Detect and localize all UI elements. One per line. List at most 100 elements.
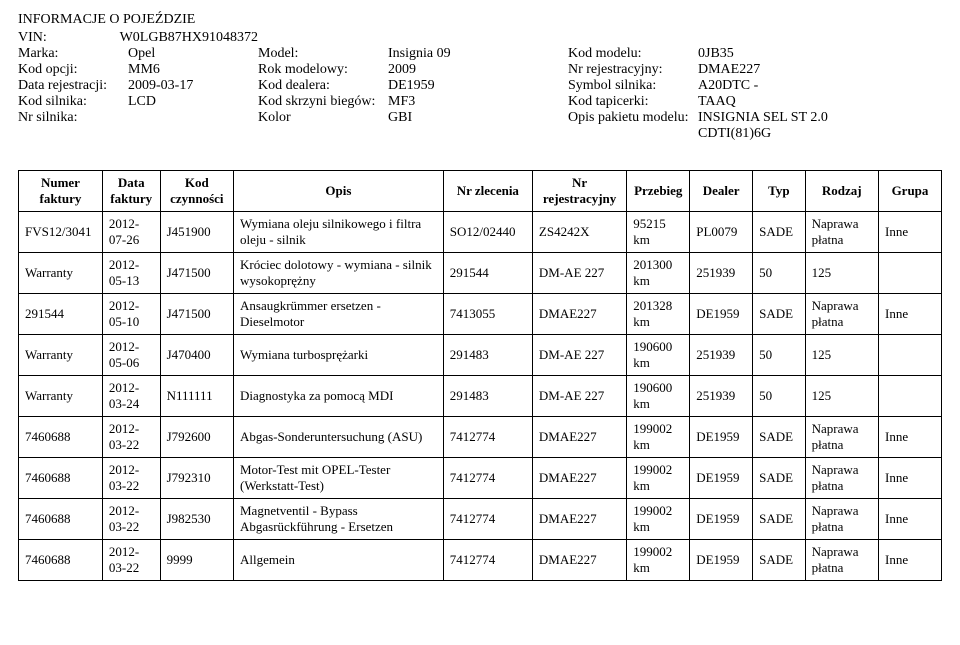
table-cell: DM-AE 227 xyxy=(532,376,626,417)
table-cell: Warranty xyxy=(19,376,103,417)
table-row: 74606882012-03-22J792310Motor-Test mit O… xyxy=(19,458,942,499)
table-cell: SADE xyxy=(753,212,805,253)
info-pair: Rok modelowy: 2009 xyxy=(258,62,568,78)
col-header: Kod czynności xyxy=(160,171,233,212)
table-cell: 291483 xyxy=(443,335,532,376)
info-pair: Symbol silnika: A20DTC - xyxy=(568,78,878,94)
table-cell: DM-AE 227 xyxy=(532,253,626,294)
table-cell: Magnetventil - Bypass Abgasrückführung -… xyxy=(234,499,444,540)
table-cell: Inne xyxy=(878,294,941,335)
info-label: Nr rejestracyjny: xyxy=(568,62,698,78)
table-cell: 201328 km xyxy=(627,294,690,335)
table-row: Warranty2012-05-13J471500Króciec dolotow… xyxy=(19,253,942,294)
info-value: MF3 xyxy=(388,94,568,110)
table-cell: DMAE227 xyxy=(532,458,626,499)
info-pair: Opis pakietu modelu: INSIGNIA SEL ST 2.0… xyxy=(568,110,878,142)
col-header: Nr zlecenia xyxy=(443,171,532,212)
table-cell: DE1959 xyxy=(690,417,753,458)
table-cell: 125 xyxy=(805,335,878,376)
info-value: 0JB35 xyxy=(698,46,878,62)
table-cell: 291483 xyxy=(443,376,532,417)
info-pair: Kolor GBI xyxy=(258,110,568,142)
table-cell: SADE xyxy=(753,458,805,499)
col-header: Data faktury xyxy=(102,171,160,212)
info-value: Opel xyxy=(128,46,258,62)
table-cell: J471500 xyxy=(160,253,233,294)
info-label: Kod modelu: xyxy=(568,46,698,62)
col-header: Opis xyxy=(234,171,444,212)
vehicle-info-row: Nr silnika: Kolor GBI Opis pakietu model… xyxy=(18,110,942,142)
info-pair: Kod silnika: LCD xyxy=(18,94,258,110)
table-row: FVS12/30412012-07-26J451900Wymiana oleju… xyxy=(19,212,942,253)
info-pair: Kod opcji: MM6 xyxy=(18,62,258,78)
table-cell: N111111 xyxy=(160,376,233,417)
table-cell: 2012-03-22 xyxy=(102,499,160,540)
table-cell: Motor-Test mit OPEL-Tester (Werkstatt-Te… xyxy=(234,458,444,499)
info-pair: Data rejestracji: 2009-03-17 xyxy=(18,78,258,94)
table-cell: DE1959 xyxy=(690,540,753,581)
table-cell: Naprawa płatna xyxy=(805,458,878,499)
table-cell: 291544 xyxy=(443,253,532,294)
table-cell: J470400 xyxy=(160,335,233,376)
info-pair: Nr silnika: xyxy=(18,110,258,142)
info-value: MM6 xyxy=(128,62,258,78)
table-cell: Inne xyxy=(878,499,941,540)
table-cell: SADE xyxy=(753,499,805,540)
table-cell: 2012-03-22 xyxy=(102,417,160,458)
table-cell: Króciec dolotowy - wymiana - silnik wyso… xyxy=(234,253,444,294)
table-cell: Diagnostyka za pomocą MDI xyxy=(234,376,444,417)
info-label: Kod silnika: xyxy=(18,94,128,110)
table-cell: SADE xyxy=(753,540,805,581)
vehicle-info-row: Kod silnika: LCD Kod skrzyni biegów: MF3… xyxy=(18,94,942,110)
info-label: Kod tapicerki: xyxy=(568,94,698,110)
table-cell: 125 xyxy=(805,253,878,294)
table-cell xyxy=(878,376,941,417)
vehicle-info-row: Data rejestracji: 2009-03-17 Kod dealera… xyxy=(18,78,942,94)
info-value: INSIGNIA SEL ST 2.0 CDTI(81)6G xyxy=(698,110,878,142)
table-cell: Naprawa płatna xyxy=(805,417,878,458)
info-label: Kod dealera: xyxy=(258,78,388,94)
table-cell: DE1959 xyxy=(690,499,753,540)
info-pair: VIN: W0LGB87HX91048372 xyxy=(18,30,258,46)
table-cell: 190600 km xyxy=(627,376,690,417)
table-body: FVS12/30412012-07-26J451900Wymiana oleju… xyxy=(19,212,942,581)
table-cell: 2012-05-06 xyxy=(102,335,160,376)
table-cell: PL0079 xyxy=(690,212,753,253)
service-history-table: Numer faktury Data faktury Kod czynności… xyxy=(18,170,942,581)
info-pair: Model: Insignia 09 xyxy=(258,46,568,62)
table-cell: J792600 xyxy=(160,417,233,458)
table-cell: 199002 km xyxy=(627,417,690,458)
table-cell: 50 xyxy=(753,376,805,417)
table-row: 74606882012-03-229999Allgemein7412774DMA… xyxy=(19,540,942,581)
col-header: Nr rejestracyjny xyxy=(532,171,626,212)
table-cell: 7413055 xyxy=(443,294,532,335)
table-cell: 7412774 xyxy=(443,540,532,581)
table-cell: DMAE227 xyxy=(532,294,626,335)
table-cell: J982530 xyxy=(160,499,233,540)
col-header: Typ xyxy=(753,171,805,212)
table-cell: DMAE227 xyxy=(532,499,626,540)
table-header: Numer faktury Data faktury Kod czynności… xyxy=(19,171,942,212)
table-row: 74606882012-03-22J792600Abgas-Sonderunte… xyxy=(19,417,942,458)
table-cell: 50 xyxy=(753,253,805,294)
info-label: Kod opcji: xyxy=(18,62,128,78)
vehicle-info-row: VIN: W0LGB87HX91048372 xyxy=(18,30,942,46)
table-cell: 7460688 xyxy=(19,417,103,458)
table-cell: 7460688 xyxy=(19,499,103,540)
table-cell: 2012-05-10 xyxy=(102,294,160,335)
table-cell: 7460688 xyxy=(19,540,103,581)
table-row: Warranty2012-03-24N111111Diagnostyka za … xyxy=(19,376,942,417)
col-header: Przebieg xyxy=(627,171,690,212)
table-row: 2915442012-05-10J471500Ansaugkrümmer ers… xyxy=(19,294,942,335)
table-cell: 199002 km xyxy=(627,458,690,499)
table-cell: 2012-03-24 xyxy=(102,376,160,417)
col-header: Dealer xyxy=(690,171,753,212)
table-cell: Abgas-Sonderuntersuchung (ASU) xyxy=(234,417,444,458)
table-cell: FVS12/3041 xyxy=(19,212,103,253)
table-cell: Allgemein xyxy=(234,540,444,581)
table-cell: 199002 km xyxy=(627,499,690,540)
info-value: 2009 xyxy=(388,62,568,78)
table-cell: 251939 xyxy=(690,253,753,294)
vehicle-info-row: Kod opcji: MM6 Rok modelowy: 2009 Nr rej… xyxy=(18,62,942,78)
table-cell: 201300 km xyxy=(627,253,690,294)
